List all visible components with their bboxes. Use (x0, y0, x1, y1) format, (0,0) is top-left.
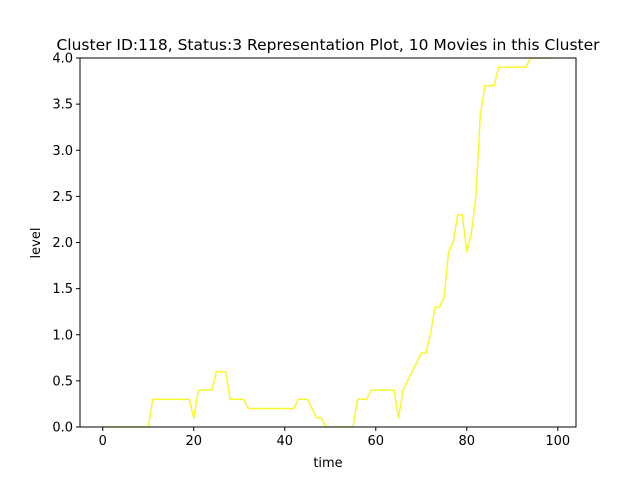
x-axis-label: time (313, 456, 342, 471)
y-tick-label: 2.0 (52, 236, 73, 251)
x-tick-label: 20 (185, 434, 202, 449)
series-layer (102, 58, 554, 427)
y-tick-label: 0.0 (52, 421, 73, 436)
x-tick-label: 80 (459, 434, 476, 449)
y-tick-label: 1.5 (52, 282, 73, 297)
y-tick-label: 1.0 (52, 328, 73, 343)
y-tick-label: 2.5 (52, 190, 73, 205)
y-tick-label: 3.0 (52, 144, 73, 159)
y-axis-label: level (29, 228, 44, 259)
x-tick-label: 60 (368, 434, 385, 449)
chart-title: Cluster ID:118, Status:3 Representation … (56, 36, 600, 54)
y-tick-label: 4.0 (52, 52, 73, 67)
y-tick-label: 0.5 (52, 374, 73, 389)
x-tick-label: 100 (545, 434, 570, 449)
series-line-0 (102, 58, 554, 427)
x-tick-label: 40 (276, 434, 293, 449)
plot-area: 0 20 40 60 80 100 0.0 0.5 1.0 1.5 2.0 2.5 3.0 3.5 4.0 (52, 52, 577, 449)
x-tick-label: 0 (99, 434, 107, 449)
x-axis: 0 20 40 60 80 100 (99, 427, 570, 449)
y-tick-label: 3.5 (52, 98, 73, 113)
y-axis: 0.0 0.5 1.0 1.5 2.0 2.5 3.0 3.5 4.0 (52, 52, 80, 436)
